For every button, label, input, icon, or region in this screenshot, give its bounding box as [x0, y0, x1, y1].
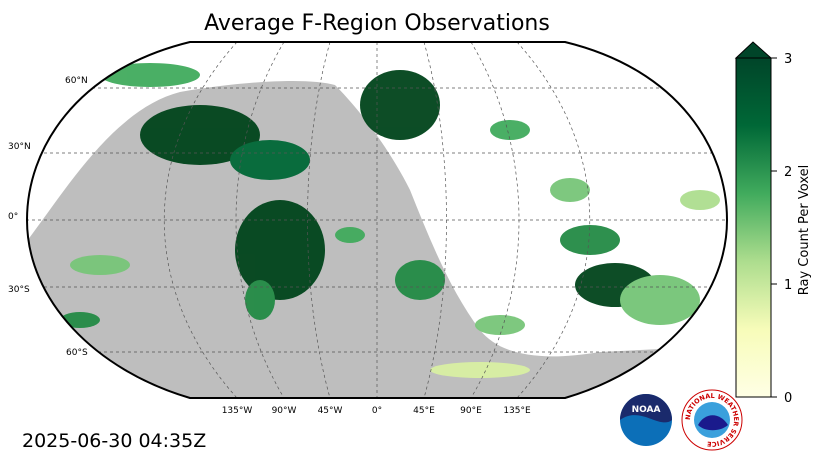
timestamp: 2025-06-30 04:35Z	[22, 430, 206, 452]
lon-label: 90°E	[460, 406, 482, 416]
lon-label: 135°E	[503, 406, 531, 416]
lat-label: 60°S	[66, 348, 88, 358]
colorbar-tick-label: 2	[784, 165, 792, 180]
noaa-logo: NOAA	[620, 394, 672, 446]
lon-label: 45°W	[318, 406, 343, 416]
map-labels: 60°N 30°N 0° 30°S 60°S 135°W 90°W 45°W 0° 45°E 90°…	[8, 76, 531, 416]
lat-label: 60°N	[65, 76, 88, 86]
lon-label: 90°W	[272, 406, 297, 416]
colorbar-tick-label: 3	[784, 52, 792, 67]
lat-label: 30°S	[8, 285, 30, 295]
colorbar-extend	[734, 41, 773, 59]
lat-label: 30°N	[8, 142, 31, 152]
map-outline	[25, 41, 729, 399]
noaa-text: NOAA	[632, 405, 661, 415]
lon-label: 45°E	[413, 406, 435, 416]
colorbar	[735, 57, 772, 398]
lat-label: 0°	[8, 212, 18, 222]
nws-logo: NATIONAL WEATHER SERVICE	[681, 389, 743, 451]
title: Average F-Region Observations	[204, 11, 550, 36]
colorbar-tick-label: 0	[784, 391, 792, 406]
observation-blobs	[60, 63, 720, 378]
graticule	[27, 42, 727, 398]
colorbar-label: Ray Count Per Voxel	[797, 165, 812, 295]
map	[27, 42, 727, 398]
lon-label: 135°W	[222, 406, 253, 416]
colorbar-tick-label: 1	[784, 278, 792, 293]
lon-label: 0°	[372, 406, 382, 416]
